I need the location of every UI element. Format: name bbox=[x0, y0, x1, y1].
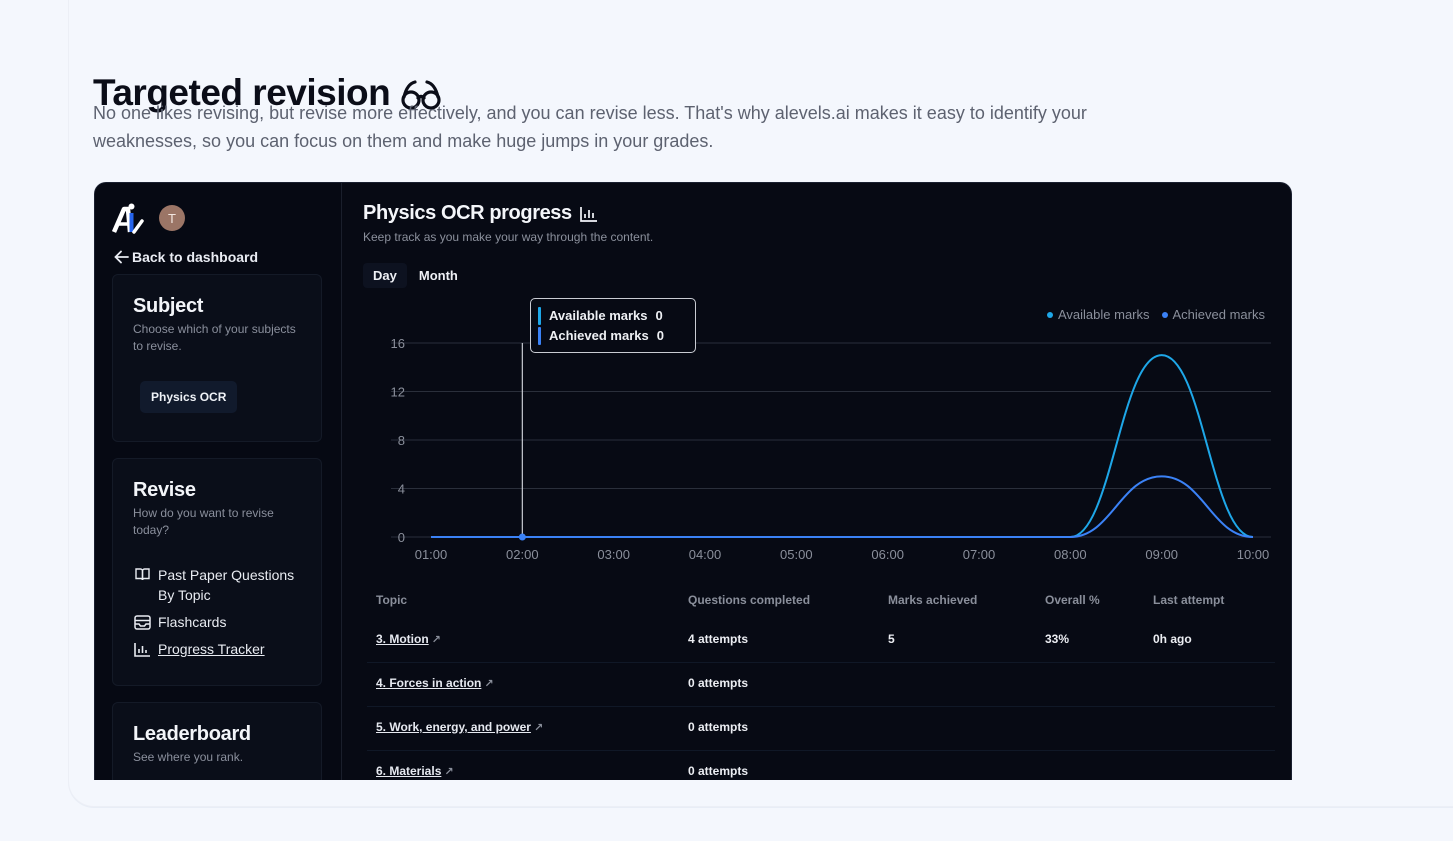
nav-progress-label: Progress Tracker bbox=[158, 641, 265, 657]
legend-available-marks[interactable]: Available marks bbox=[1046, 307, 1150, 322]
subject-chip-physics-ocr[interactable]: Physics OCR bbox=[140, 381, 238, 413]
y-tick-label: 16 bbox=[391, 336, 405, 351]
topic-link[interactable]: 4. Forces in action bbox=[376, 676, 482, 690]
external-link-icon: ↗ bbox=[533, 722, 544, 734]
y-tick-label: 8 bbox=[398, 433, 405, 448]
back-to-dashboard-link[interactable]: Back to dashboard bbox=[114, 249, 258, 265]
legend-dot-icon bbox=[1046, 311, 1053, 318]
app-logo[interactable] bbox=[111, 201, 145, 240]
leaderboard-title: Leaderboard bbox=[133, 723, 251, 745]
x-tick-label: 08:00 bbox=[1054, 547, 1087, 562]
chart-legend: Available marks Achieved marks bbox=[1046, 307, 1265, 322]
revise-subtitle: How do you want to revise today? bbox=[133, 506, 274, 537]
glasses-icon bbox=[401, 80, 441, 110]
x-tick-label: 05:00 bbox=[780, 547, 813, 562]
topic-link[interactable]: 6. Materials bbox=[376, 764, 442, 778]
external-link-icon: ↗ bbox=[484, 678, 494, 690]
nav-past-paper-questions[interactable]: Past Paper Questions By Topic bbox=[133, 565, 294, 605]
x-tick-label: 02:00 bbox=[506, 547, 539, 562]
x-tick-label: 09:00 bbox=[1145, 547, 1178, 562]
leaderboard-subtitle: See where you rank. bbox=[133, 750, 244, 764]
x-tick-label: 07:00 bbox=[963, 547, 996, 562]
topic-cell: 4. Forces in action ↗ bbox=[376, 676, 494, 690]
section-description: No one likes revising, but revise more e… bbox=[93, 103, 1087, 151]
topic-link[interactable]: 3. Motion bbox=[376, 632, 429, 646]
nav-flashcards[interactable]: Flashcards bbox=[133, 612, 226, 632]
arrow-left-icon bbox=[114, 250, 129, 264]
hover-point bbox=[518, 533, 526, 541]
questions-cell: 0 attempts bbox=[688, 676, 749, 690]
table-header: Topic Questions completed Marks achieved… bbox=[367, 581, 1275, 617]
subject-subtitle: Choose which of your subjects to revise. bbox=[133, 322, 296, 353]
nav-past-paper-label: Past Paper Questions By Topic bbox=[158, 567, 295, 603]
series-line-available-marks bbox=[430, 354, 1254, 539]
avatar-initial: T bbox=[168, 210, 176, 226]
app-screenshot: T Back to dashboard Subject Choose which… bbox=[94, 182, 1292, 780]
header-topic: Topic bbox=[376, 593, 408, 607]
questions-cell: 0 attempts bbox=[688, 764, 749, 778]
section-heading: Targeted revision bbox=[93, 72, 442, 114]
bar-chart-icon bbox=[133, 639, 151, 659]
table-row: 6. Materials ↗ 0 attempts bbox=[367, 750, 1275, 780]
y-tick-label: 12 bbox=[391, 385, 405, 400]
tooltip-achieved-swatch bbox=[538, 327, 541, 345]
subject-panel: Subject Choose which of your subjects to… bbox=[112, 274, 322, 442]
tooltip-row-available: Available marks 0 bbox=[549, 308, 663, 323]
revise-panel: Revise How do you want to revise today? … bbox=[112, 458, 322, 686]
nav-flashcards-label: Flashcards bbox=[158, 614, 227, 630]
section-heading-text: Targeted revision bbox=[93, 71, 391, 113]
topic-cell: 5. Work, energy, and power ↗ bbox=[376, 720, 543, 734]
page-title: Physics OCR progress bbox=[363, 202, 598, 225]
header-overall-percent: Overall % bbox=[1045, 593, 1100, 607]
x-tick-label: 03:00 bbox=[597, 547, 630, 562]
revise-title: Revise bbox=[133, 479, 196, 501]
header-marks-achieved: Marks achieved bbox=[888, 593, 978, 607]
topic-link[interactable]: 5. Work, energy, and power bbox=[376, 720, 531, 734]
bar-chart-icon bbox=[579, 206, 597, 222]
book-open-icon bbox=[133, 565, 151, 605]
y-tick-label: 0 bbox=[398, 530, 405, 545]
y-tick-label: 4 bbox=[398, 482, 405, 497]
topic-cell: 6. Materials ↗ bbox=[376, 764, 454, 778]
page-title-text: Physics OCR progress bbox=[363, 202, 572, 224]
table-row: 5. Work, energy, and power ↗ 0 attempts bbox=[367, 706, 1275, 751]
nav-progress-tracker[interactable]: Progress Tracker bbox=[133, 639, 265, 659]
progress-chart[interactable]: 0 4 8 12 16 01:00 02:00 03:00 04:00 05:00 06:00 07:… bbox=[343, 183, 1291, 573]
external-link-icon: ↗ bbox=[431, 634, 441, 646]
external-link-icon: ↗ bbox=[444, 766, 454, 778]
back-label: Back to dashboard bbox=[132, 249, 259, 265]
page-subtitle: Keep track as you make your way through … bbox=[363, 230, 654, 244]
range-tabs: Day Month bbox=[363, 263, 468, 288]
tab-day[interactable]: Day bbox=[363, 263, 407, 288]
questions-cell: 4 attempts bbox=[688, 632, 749, 646]
inbox-card-icon bbox=[133, 612, 151, 632]
subject-title: Subject bbox=[133, 295, 204, 317]
topic-cell: 3. Motion ↗ bbox=[376, 632, 441, 646]
table-row: 3. Motion ↗ 4 attempts 5 33% 0h ago bbox=[367, 618, 1275, 663]
tooltip-available-swatch bbox=[538, 307, 541, 325]
header-questions-completed: Questions completed bbox=[688, 593, 811, 607]
x-tick-label: 01:00 bbox=[415, 547, 448, 562]
table-row: 4. Forces in action ↗ 0 attempts bbox=[367, 662, 1275, 707]
chart-tooltip: Available marks 0 Achieved marks 0 bbox=[530, 298, 696, 353]
tooltip-row-achieved: Achieved marks 0 bbox=[549, 328, 664, 343]
legend-dot-icon bbox=[1161, 311, 1168, 318]
x-tick-label: 10:00 bbox=[1237, 547, 1270, 562]
legend-achieved-marks[interactable]: Achieved marks bbox=[1161, 307, 1265, 322]
x-tick-label: 06:00 bbox=[871, 547, 904, 562]
ai-logo-icon bbox=[111, 203, 144, 234]
x-tick-label: 04:00 bbox=[689, 547, 722, 562]
leaderboard-panel[interactable]: Leaderboard See where you rank. bbox=[112, 702, 322, 780]
progress-main: Physics OCR progress Keep track as you m… bbox=[343, 183, 1291, 780]
tab-month[interactable]: Month bbox=[418, 268, 458, 283]
sidebar: T Back to dashboard Subject Choose which… bbox=[95, 183, 342, 780]
marks-cell: 5 bbox=[888, 632, 895, 646]
overall-cell: 33% bbox=[1045, 632, 1070, 646]
last-cell: 0h ago bbox=[1153, 632, 1192, 646]
questions-cell: 0 attempts bbox=[688, 720, 749, 734]
series-line-achieved-marks bbox=[430, 475, 1254, 539]
header-last-attempt: Last attempt bbox=[1153, 593, 1225, 607]
avatar[interactable]: T bbox=[159, 205, 185, 231]
